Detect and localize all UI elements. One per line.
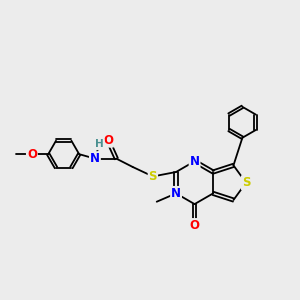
Text: S: S bbox=[242, 176, 250, 189]
Text: O: O bbox=[103, 134, 113, 147]
Text: O: O bbox=[27, 148, 37, 161]
Text: S: S bbox=[148, 170, 157, 183]
Text: N: N bbox=[190, 155, 200, 168]
Text: O: O bbox=[190, 219, 200, 232]
Text: N: N bbox=[171, 187, 181, 200]
Text: H: H bbox=[95, 140, 104, 149]
Text: N: N bbox=[90, 152, 100, 165]
